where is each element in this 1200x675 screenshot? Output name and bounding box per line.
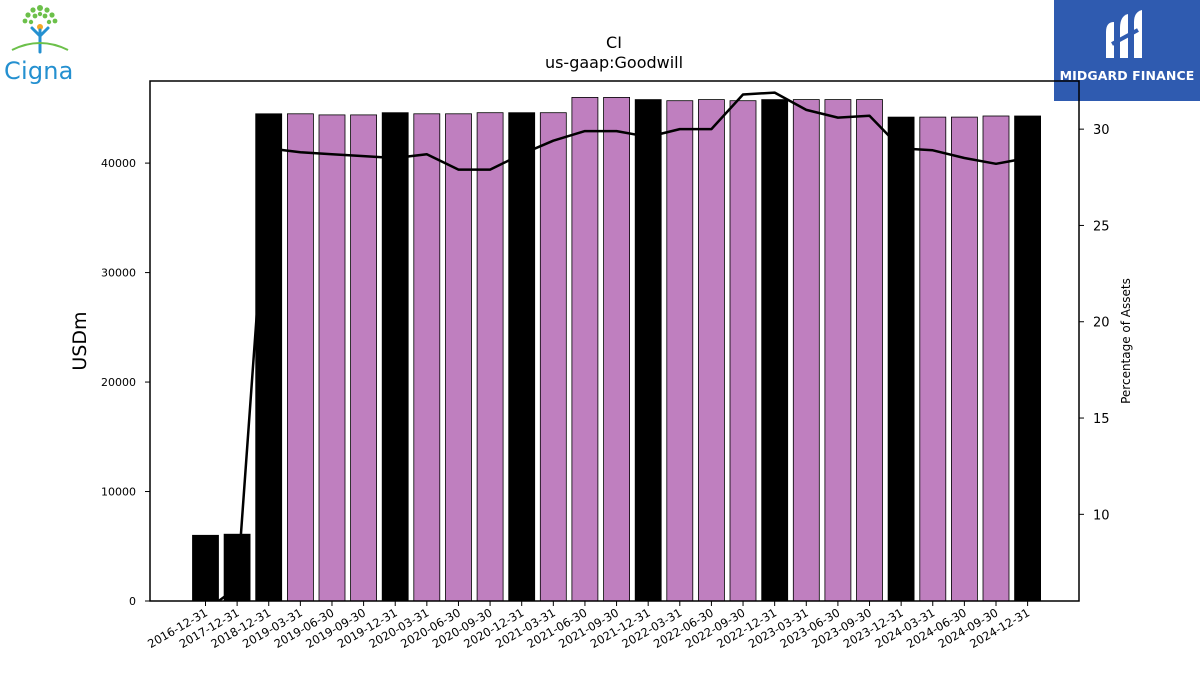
bar-2020-09-30	[476, 112, 504, 602]
bar-2024-03-31	[919, 116, 947, 602]
bar-2022-09-30	[729, 100, 757, 602]
right-y-axis: 10 15 20 25 30	[1079, 123, 1110, 523]
bar-2018-12-31	[255, 113, 283, 602]
y-tick-label: 10000	[101, 486, 136, 499]
bar-2019-12-31	[381, 112, 409, 602]
chart-subtitle: us-gaap:Goodwill	[545, 53, 683, 72]
bar-2016-12-31	[192, 534, 219, 602]
x-axis: 2016-12-312017-12-312018-12-312019-03-31…	[145, 601, 1032, 651]
left-y-axis: 0 10000 20000 30000 40000	[101, 157, 150, 608]
bar-2023-03-31	[792, 99, 820, 602]
y2-tick-label: 30	[1093, 123, 1110, 138]
bar-2021-09-30	[603, 97, 630, 602]
y-tick-label: 0	[129, 595, 136, 608]
cigna-tree-icon	[11, 5, 69, 54]
bar-2020-06-30	[445, 113, 472, 602]
percentage-line-series	[216, 91, 1028, 601]
plot-frame	[149, 80, 1080, 602]
y-axis-label: USDm	[69, 311, 91, 370]
y2-axis-label: Percentage of Assets	[1119, 278, 1133, 404]
bar-2019-09-30	[350, 114, 378, 602]
y2-tick-label: 15	[1093, 412, 1110, 427]
y2-tick-label: 10	[1093, 508, 1110, 523]
bar-2019-06-30	[318, 114, 346, 602]
bar-2022-03-31	[666, 100, 694, 602]
y-tick-label: 30000	[101, 267, 136, 280]
bar-2021-03-31	[539, 112, 567, 602]
bar-2024-12-31	[1014, 115, 1041, 602]
bar-2022-06-30	[698, 99, 725, 602]
bar-2019-03-31	[286, 113, 314, 602]
percentage-of-assets-line	[216, 91, 1028, 601]
bar-2020-12-31	[508, 112, 536, 602]
bar-2024-09-30	[982, 115, 1010, 602]
bar-2023-12-31	[887, 116, 915, 602]
chart-title: CI	[606, 33, 622, 52]
bar-2022-12-31	[761, 99, 789, 602]
y-tick-label: 40000	[101, 157, 136, 170]
bar-2023-09-30	[856, 99, 883, 602]
midgard-emblem-icon	[1106, 10, 1142, 58]
y-tick-label: 20000	[101, 376, 136, 389]
bar-2024-06-30	[951, 116, 978, 602]
cigna-logo: Cigna	[0, 0, 90, 95]
bar-2017-12-31	[223, 533, 251, 602]
y2-tick-label: 20	[1093, 316, 1110, 331]
cigna-wordmark: Cigna	[4, 57, 74, 85]
bar-series	[192, 97, 1041, 602]
midgard-wordmark: MIDGARD FINANCE	[1059, 68, 1195, 83]
bar-2023-06-30	[824, 99, 852, 602]
y2-tick-label: 25	[1093, 219, 1110, 234]
bar-2020-03-31	[413, 113, 441, 602]
bar-2021-12-31	[634, 99, 662, 602]
bar-2021-06-30	[571, 97, 599, 602]
